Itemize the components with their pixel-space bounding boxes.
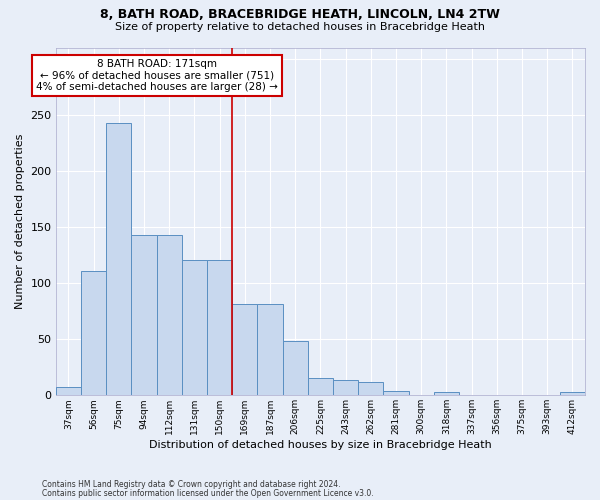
Bar [106,122,131,396]
X-axis label: Distribution of detached houses by size in Bracebridge Heath: Distribution of detached houses by size … [149,440,492,450]
Text: Contains HM Land Registry data © Crown copyright and database right 2024.: Contains HM Land Registry data © Crown c… [42,480,341,489]
Text: 8 BATH ROAD: 171sqm
← 96% of detached houses are smaller (751)
4% of semi-detach: 8 BATH ROAD: 171sqm ← 96% of detached ho… [36,58,278,92]
Text: Contains public sector information licensed under the Open Government Licence v3: Contains public sector information licen… [42,488,374,498]
Bar [257,304,283,396]
Bar [333,380,358,396]
Text: 8, BATH ROAD, BRACEBRIDGE HEATH, LINCOLN, LN4 2TW: 8, BATH ROAD, BRACEBRIDGE HEATH, LINCOLN… [100,8,500,20]
Bar [283,342,308,396]
Bar [56,388,81,396]
Bar [207,260,232,396]
Bar [434,392,459,396]
Bar [560,392,585,396]
Y-axis label: Number of detached properties: Number of detached properties [15,134,25,309]
Bar [383,391,409,396]
Bar [81,271,106,396]
Bar [131,235,157,396]
Text: Size of property relative to detached houses in Bracebridge Heath: Size of property relative to detached ho… [115,22,485,32]
Bar [182,260,207,396]
Bar [358,382,383,396]
Bar [308,378,333,396]
Bar [157,235,182,396]
Bar [232,304,257,396]
